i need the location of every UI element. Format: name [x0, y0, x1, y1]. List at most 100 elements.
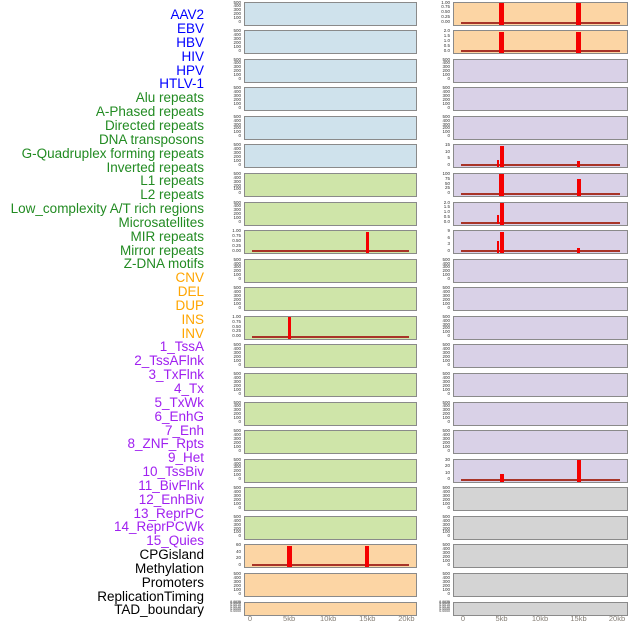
- track-panel: [244, 258, 417, 283]
- y-tick-label: 0: [447, 419, 450, 425]
- y-tick-label: 200: [233, 411, 241, 417]
- y-tick-label: 300: [233, 464, 241, 470]
- bar-spike: [499, 3, 504, 25]
- bar-spike: [577, 248, 580, 254]
- y-tick-label: 0.75: [232, 318, 241, 324]
- y-tick-label: 500: [442, 428, 450, 434]
- y-tick-label: 100: [233, 100, 241, 106]
- y-tick-label: 0.00: [232, 333, 241, 339]
- y-tick-label: 100: [442, 529, 450, 535]
- y-tick-label: 100: [442, 386, 450, 392]
- x-tick-label: 20kb: [398, 614, 415, 623]
- y-ticks: 100 75 50 25 0: [410, 170, 450, 198]
- y-ticks: 500 400 300 200 100 0: [201, 400, 241, 427]
- y-tick-label: 200: [442, 525, 450, 531]
- y-tick-label: 9: [447, 228, 450, 234]
- y-tick-label: 2.0: [443, 199, 450, 205]
- y-tick-label: 0: [238, 219, 241, 224]
- row-label: DEL: [177, 284, 204, 300]
- track-panel: [244, 115, 417, 140]
- y-tick-label: 100: [233, 443, 241, 449]
- y-tick-label: 400: [233, 31, 241, 37]
- y-tick-label: 500: [233, 113, 241, 119]
- y-tick-label: 1.5: [443, 32, 450, 38]
- y-tick-label: 100: [442, 170, 450, 176]
- track-panel: [453, 344, 628, 369]
- y-tick-label: 60: [235, 542, 241, 548]
- y-tick-label: 0.0015: [439, 603, 450, 608]
- y-tick-label: 500: [233, 28, 241, 34]
- track-panel: [453, 115, 628, 140]
- x-tick-label: 15kb: [570, 614, 587, 623]
- row-label: Low_complexity A/T rich regions: [10, 201, 204, 216]
- y-tick-label: 0: [447, 333, 450, 339]
- track-panel: [244, 601, 417, 616]
- y-tick-label: 300: [233, 578, 241, 584]
- y-tick-label: 0.75: [441, 4, 450, 10]
- y-tick-label: 200: [442, 582, 450, 588]
- y-ticks: 500 400 300 200 100 0: [201, 343, 241, 369]
- bar-spike: [499, 231, 504, 254]
- track-panel: [453, 58, 628, 83]
- row-label: HBV: [176, 34, 204, 50]
- y-tick-label: 0: [238, 390, 241, 396]
- y-tick-label: 400: [233, 517, 241, 523]
- y-tick-label: 300: [233, 493, 241, 499]
- track-panel: [244, 458, 417, 483]
- bar-spike: [365, 545, 370, 568]
- y-tick-label: 0: [238, 47, 241, 53]
- y-tick-label: 0.0: [443, 47, 450, 53]
- bar-spike: [286, 545, 292, 568]
- y-tick-label: 500: [233, 142, 241, 148]
- y-ticks: 60 40 20 0: [201, 543, 241, 569]
- y-tick-label: 500: [442, 513, 450, 519]
- x-tick-label: 0: [247, 614, 253, 623]
- y-tick-label: 100: [233, 43, 241, 49]
- row-label: MIR repeats: [130, 228, 204, 244]
- y-ticks: 500 400 300 200 100 0: [410, 371, 450, 398]
- y-tick-label: 400: [233, 260, 241, 266]
- y-tick-label: 100: [442, 357, 450, 363]
- row-label: HTLV-1: [159, 76, 204, 92]
- y-tick-label: 100: [233, 157, 241, 163]
- track-panel: [244, 87, 417, 112]
- y-tick-label: 1.0: [443, 209, 450, 215]
- bar-spike: [497, 241, 499, 254]
- y-ticks: 500 400 300 200 100 0: [410, 114, 450, 141]
- y-tick-label: 0: [447, 304, 450, 310]
- track-panel: [244, 287, 417, 312]
- y-tick-label: 0.75: [232, 232, 241, 238]
- y-tick-label: 100: [442, 72, 450, 78]
- y-tick-label: 500: [442, 542, 450, 548]
- y-tick-label: 0: [447, 361, 450, 367]
- y-ticks: 500 400 300 200 100 0: [410, 486, 450, 512]
- track-panel: [453, 601, 628, 616]
- y-tick-label: 300: [233, 178, 241, 184]
- y-tick-label: 0: [238, 533, 241, 539]
- track-panel: [244, 373, 417, 397]
- track-panel: [453, 373, 628, 397]
- y-tick-label: 300: [442, 92, 450, 98]
- y-tick-label: 300: [233, 293, 241, 299]
- y-tick-label: 200: [233, 439, 241, 445]
- row-label: Methylation: [134, 560, 204, 576]
- y-tick-label: 400: [442, 260, 450, 266]
- y-tick-label: 100: [233, 15, 241, 21]
- track-panel: [453, 315, 628, 340]
- y-ticks: 500 400 300 200 100 0: [410, 400, 450, 427]
- y-tick-label: 300: [233, 92, 241, 98]
- y-tick-label: 500: [442, 371, 450, 376]
- y-tick-label: 400: [233, 489, 241, 495]
- track-panel: [453, 287, 628, 312]
- y-tick-label: 200: [442, 296, 450, 302]
- y-tick-label: 400: [233, 60, 241, 66]
- y-tick-label: 500: [233, 428, 241, 434]
- row-label: CPGisland: [139, 547, 204, 563]
- y-tick-label: 200: [442, 325, 450, 331]
- signal-baseline: [461, 478, 620, 481]
- row-label: 8_ZNF_Rpts: [127, 436, 204, 452]
- bar-spike: [576, 179, 581, 196]
- bar-spike: [499, 174, 504, 196]
- y-ticks: 500 400 300 200 100 0: [201, 286, 241, 312]
